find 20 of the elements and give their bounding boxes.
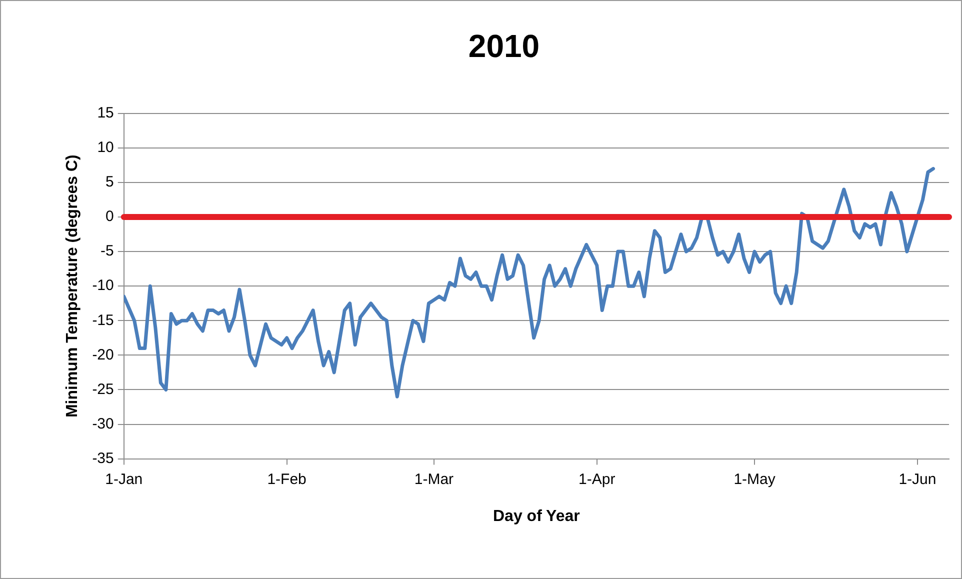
y-tick-label: -15 (92, 312, 114, 329)
x-tick-label: 1-Jan (105, 470, 143, 488)
y-tick-label: -5 (100, 242, 114, 260)
x-tick-label: 1-Jun (898, 470, 936, 488)
x-tick-label: 1-May (734, 470, 776, 488)
y-tick-label: 10 (97, 139, 114, 156)
y-tick-label: -10 (92, 277, 114, 294)
y-tick-label: -25 (92, 380, 114, 398)
y-tick-label: -30 (92, 415, 114, 432)
y-axis-title: Minimum Temperature (degrees C) (64, 154, 82, 418)
x-axis-title: Day of Year (493, 508, 580, 525)
x-tick-label: 1-Apr (578, 470, 616, 488)
y-tick-label: 15 (97, 104, 114, 122)
y-tick-label: -35 (92, 450, 114, 467)
x-tick-label: 1-Mar (414, 470, 454, 488)
x-tick-label: 1-Feb (267, 470, 306, 488)
y-tick-label: 0 (106, 208, 114, 226)
chart-title: 2010 (468, 28, 540, 64)
y-tick-label: 5 (106, 174, 114, 191)
y-tick-label: -20 (92, 346, 114, 364)
